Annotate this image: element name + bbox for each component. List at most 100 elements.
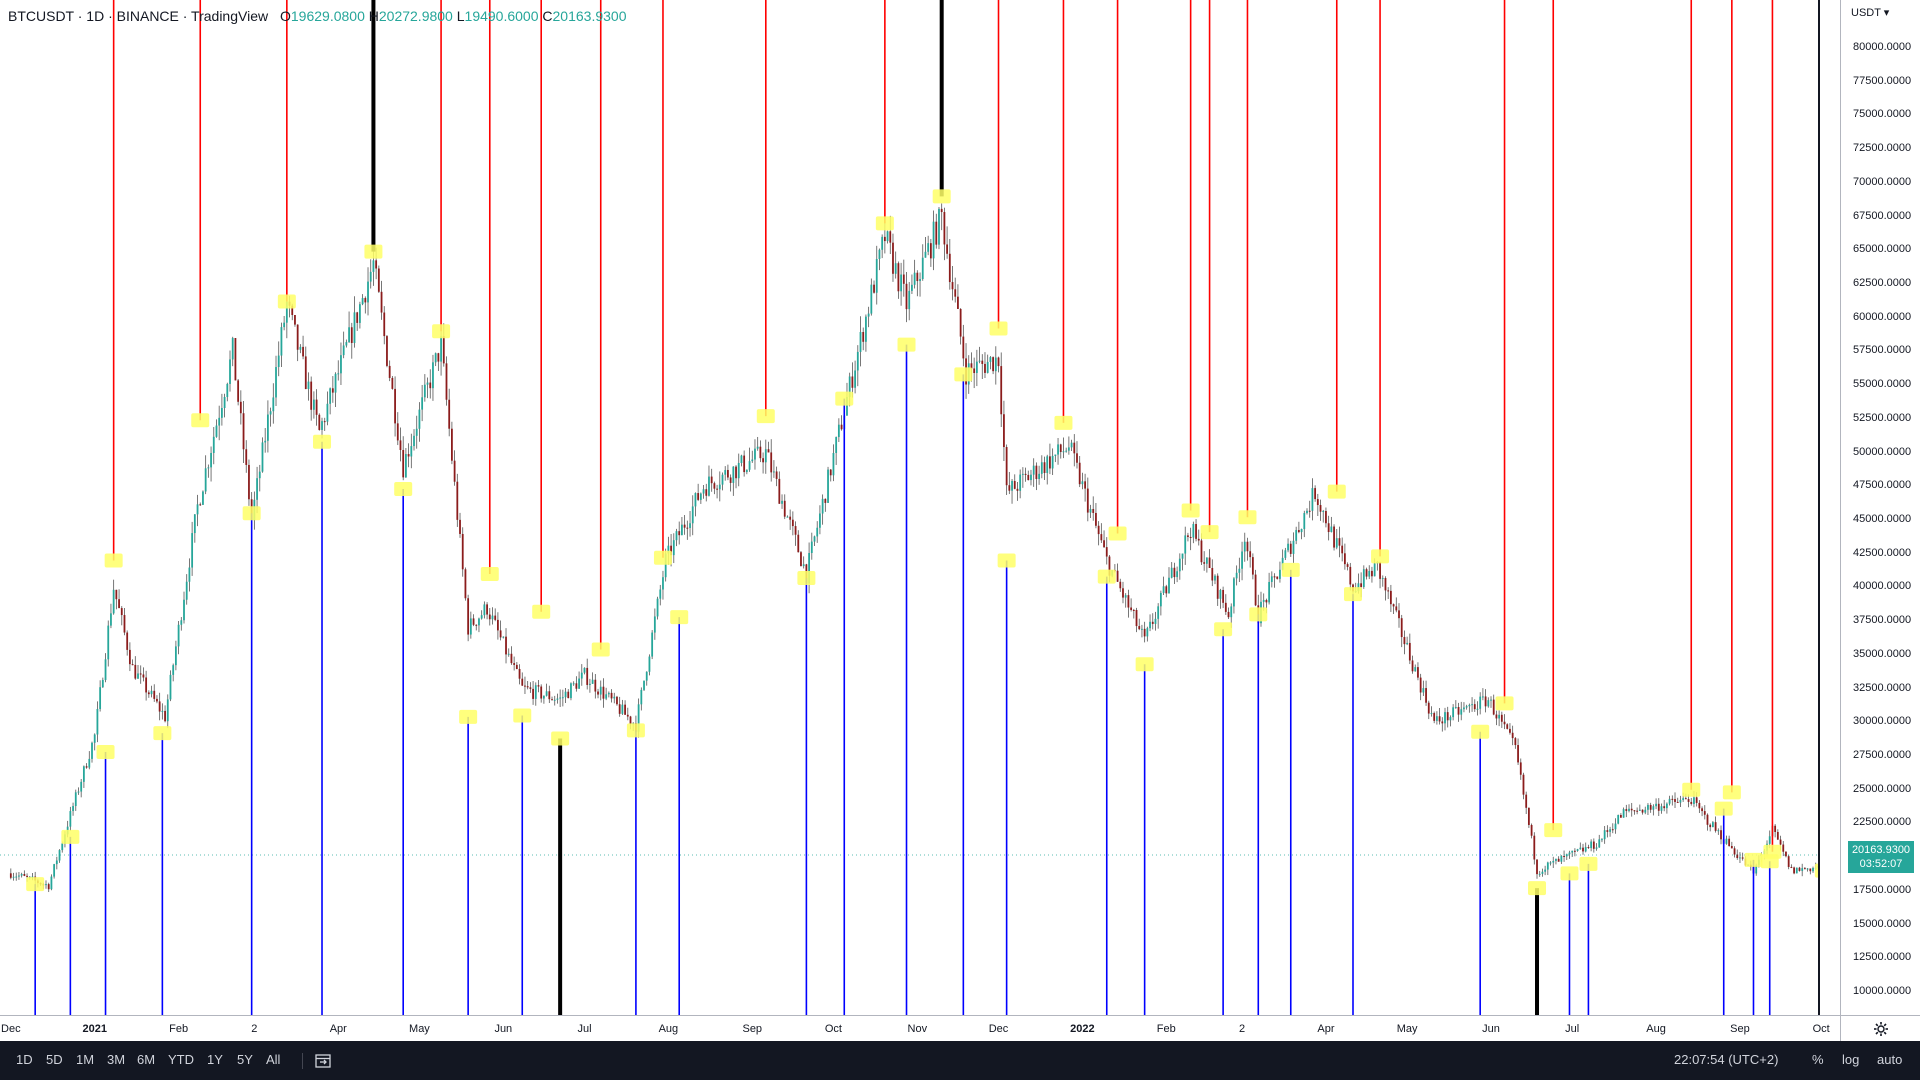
range-3m-button[interactable]: 3M [107,1052,126,1067]
auto-toggle[interactable]: auto [1877,1052,1903,1067]
highlight-marker[interactable] [835,391,854,406]
highlight-marker[interactable] [459,709,478,724]
price-tick-label: 12500.0000 [1853,951,1912,964]
candle-body [1511,732,1514,739]
highlight-marker[interactable] [1544,823,1563,838]
highlight-marker[interactable] [1108,526,1127,541]
candle-body [981,360,984,364]
highlight-marker[interactable] [756,409,775,424]
highlight-marker[interactable] [591,642,610,657]
highlight-marker[interactable] [1214,622,1233,637]
range-1y-button[interactable]: 1Y [207,1052,223,1067]
highlight-marker[interactable] [653,550,672,565]
currency-dropdown[interactable]: USDT ▾ [1851,7,1890,19]
candle-body [110,613,112,626]
price-tick-label: 17500.0000 [1853,883,1912,896]
highlight-marker[interactable] [1722,785,1741,800]
highlight-marker[interactable] [797,570,816,585]
highlight-marker[interactable] [897,337,916,352]
candle-body [1316,499,1319,506]
highlight-marker[interactable] [1560,866,1579,881]
symbol-title[interactable]: BTCUSDT · 1D · BINANCE · TradingView [8,8,269,24]
highlight-marker[interactable] [96,744,115,759]
highlight-marker[interactable] [394,481,413,496]
highlight-marker[interactable] [1181,503,1200,518]
highlight-marker[interactable] [532,604,551,619]
range-all-button[interactable]: All [266,1052,281,1067]
highlight-marker[interactable] [1495,696,1514,711]
highlight-marker[interactable] [989,321,1008,336]
highlight-marker[interactable] [513,708,532,723]
highlight-marker[interactable] [364,244,383,259]
candle-body [1728,838,1731,846]
candle-body [1146,628,1149,637]
range-1d-button[interactable]: 1D [16,1052,33,1067]
highlight-marker[interactable] [1281,562,1300,577]
time-axis[interactable]: Dec 2021 Feb 2 Apr May Jun Jul Aug Sep Oct Nov Dec 20… [0,1015,1840,1042]
candle-body [732,466,735,483]
candle-body [756,446,759,449]
range-1m-button[interactable]: 1M [76,1052,95,1067]
candle-body [1739,857,1741,859]
price-axis[interactable]: USDT ▾ 80000.0000 77500.0000 75000.0000 725… [1840,0,1920,1015]
range-5d-button[interactable]: 5D [46,1052,63,1067]
highlight-marker[interactable] [480,566,499,581]
candle-body [1008,485,1011,491]
candle-body [1717,830,1720,832]
highlight-marker[interactable] [997,553,1016,568]
highlight-marker[interactable] [1344,587,1362,602]
candle-body [935,221,938,245]
highlight-marker[interactable] [1528,881,1547,896]
highlight-marker[interactable] [954,367,973,382]
highlight-marker[interactable] [432,324,451,339]
log-toggle[interactable]: log [1842,1052,1860,1067]
candle-body [1246,541,1249,552]
candle-body [789,516,792,520]
highlight-marker[interactable] [1327,484,1346,499]
highlight-marker[interactable] [1814,863,1818,878]
candle-body [212,436,215,453]
range-5y-button[interactable]: 5Y [237,1052,253,1067]
time-tick-label: Dec [988,1023,1009,1035]
chart-canvas[interactable] [0,0,1818,1015]
range-ytd-button[interactable]: YTD [168,1052,194,1067]
highlight-marker[interactable] [1579,856,1598,871]
candle-body [142,674,145,678]
highlight-marker[interactable] [242,506,261,521]
highlight-marker[interactable] [1054,415,1073,430]
highlight-marker[interactable] [277,294,296,309]
highlight-marker[interactable] [626,723,645,738]
chart-settings-button[interactable] [1840,1015,1920,1042]
highlight-marker[interactable] [1135,657,1154,672]
highlight-marker[interactable] [932,189,951,204]
highlight-marker[interactable] [1744,852,1763,867]
candle-body [145,677,148,693]
highlight-marker[interactable] [551,731,570,746]
highlight-marker[interactable] [1471,724,1490,739]
highlight-marker[interactable] [1371,549,1390,564]
highlight-marker[interactable] [26,877,45,892]
highlight-marker[interactable] [1200,525,1219,540]
highlight-marker[interactable] [313,434,332,449]
highlight-marker[interactable] [1238,510,1257,525]
timezone-clock[interactable]: 22:07:54 (UTC+2) [1674,1052,1779,1067]
calendar-goto-icon[interactable] [314,1052,332,1073]
chart-area[interactable]: BTCUSDT · 1D · BINANCE · TradingView O19… [0,0,1818,1015]
percent-toggle[interactable]: % [1812,1052,1824,1067]
highlight-marker[interactable] [104,553,123,568]
price-tick-label: 80000.0000 [1853,41,1912,53]
range-6m-button[interactable]: 6M [137,1052,156,1067]
highlight-marker[interactable] [61,829,80,844]
candle-body [808,553,810,584]
open-prefix: O [280,8,291,24]
highlight-marker[interactable] [1097,569,1116,584]
highlight-marker[interactable] [191,413,210,428]
highlight-marker[interactable] [1714,801,1733,816]
highlight-marker[interactable] [875,216,894,231]
highlight-marker[interactable] [1763,844,1782,859]
highlight-marker[interactable] [1249,607,1268,622]
candle-body [1768,836,1771,844]
highlight-marker[interactable] [1682,782,1701,797]
highlight-marker[interactable] [670,610,689,625]
highlight-marker[interactable] [153,726,172,741]
